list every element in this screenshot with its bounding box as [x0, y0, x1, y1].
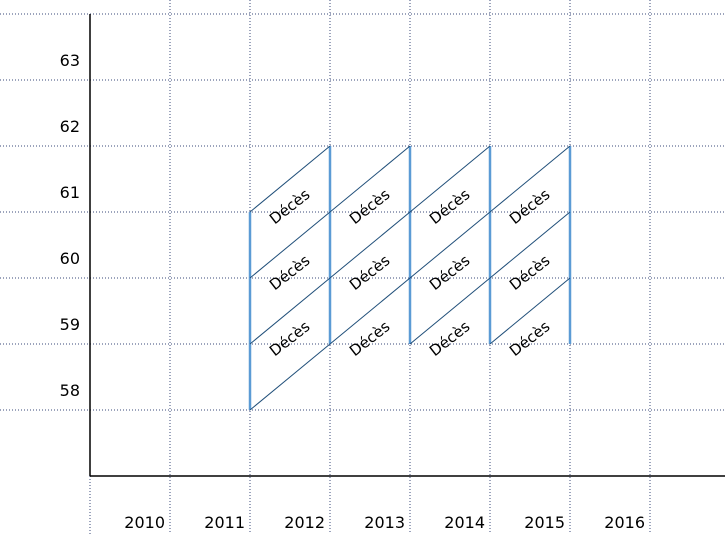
cell-label: Décès [346, 185, 394, 228]
parallelograms [248, 145, 572, 411]
cell-label: Décès [266, 185, 314, 228]
age-label: 59 [60, 315, 80, 334]
diagonal [329, 277, 411, 345]
age-label: 58 [60, 381, 80, 400]
diagonal [249, 145, 331, 213]
diagonal [329, 145, 411, 213]
diagonal [409, 145, 491, 213]
cell-label: Décès [346, 317, 394, 360]
cell-label: Décès [266, 251, 314, 294]
diagonal [249, 277, 331, 345]
cell-label: Décès [346, 251, 394, 294]
diagonal [489, 211, 571, 279]
age-label: 61 [60, 183, 80, 202]
diagonal [409, 277, 491, 345]
year-label: 2014 [444, 513, 485, 532]
age-label: 60 [60, 249, 80, 268]
year-label: 2016 [604, 513, 645, 532]
diagonal [249, 343, 331, 411]
diagonal [409, 211, 491, 279]
diagonal [489, 145, 571, 213]
age-label: 62 [60, 117, 80, 136]
year-label: 2011 [204, 513, 245, 532]
year-label: 2012 [284, 513, 325, 532]
cell-label: Décès [426, 317, 474, 360]
cell-label: Décès [426, 185, 474, 228]
diagonal [329, 211, 411, 279]
year-label: 2010 [124, 513, 165, 532]
year-label: 2013 [364, 513, 405, 532]
cell-label: Décès [506, 317, 554, 360]
year-label: 2015 [524, 513, 565, 532]
diagonal [249, 211, 331, 279]
diagonal [489, 277, 571, 345]
cell-label: Décès [266, 317, 314, 360]
age-label: 63 [60, 51, 80, 70]
cell-label: Décès [426, 251, 474, 294]
cell-label: Décès [506, 251, 554, 294]
cell-label: Décès [506, 185, 554, 228]
